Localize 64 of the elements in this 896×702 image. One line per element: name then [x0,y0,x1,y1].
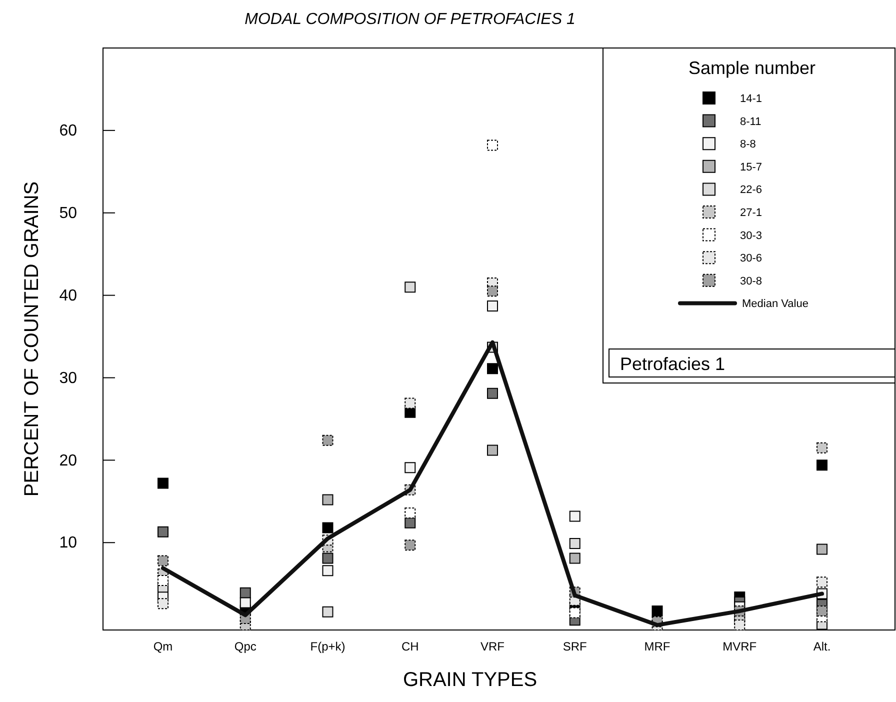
point [404,540,416,551]
annotation: Petrofacies 1 [620,354,726,374]
y-tick-label: 20 [59,452,78,470]
point [158,575,168,586]
y-tick-label: 50 [59,204,78,222]
point [322,565,334,576]
point [322,434,334,446]
legend-label: 22-6 [740,184,762,196]
legend-label: 30-6 [740,252,762,265]
x-tick-label: MVRF [722,640,757,654]
point [816,544,828,555]
point [569,510,580,522]
legend-label: 8-8 [740,138,756,151]
y-tick-label: 10 [59,534,78,552]
y-tick-label: 40 [59,287,78,304]
x-axis-title: GRAIN TYPES [402,669,538,691]
legend-label: 27-1 [740,207,762,219]
point [158,526,168,538]
point [158,555,168,566]
point [569,607,580,618]
point [816,460,828,471]
point [487,388,498,399]
x-tick-label: Qpc [234,640,256,654]
x-tick-label: F(p+k) [310,640,346,654]
point [487,300,498,312]
chart-title: MODAL COMPOSITION OF PETROFACIES 1 [244,11,576,28]
point [816,442,828,454]
legend-label: 30-3 [740,230,762,242]
legend-label: 30-8 [740,275,762,288]
point [404,517,416,528]
point [158,598,168,610]
x-tick-label: MRF [644,640,670,654]
point [816,576,828,588]
point [322,606,334,618]
point [240,597,251,608]
point [322,552,334,564]
point [404,282,416,293]
point [322,522,334,534]
x-tick-label: CH [401,640,419,654]
point [158,478,168,489]
legend-label: 8-11 [740,116,762,128]
y-tick-label: 60 [59,122,78,140]
point [569,552,580,564]
y-axis-title: PERCENT OF COUNTED GRAINS [21,181,43,497]
x-tick-label: Qm [153,640,173,654]
point [734,620,746,631]
point [322,494,334,506]
point [487,286,498,297]
point [240,587,251,598]
point [652,606,663,617]
point [404,398,416,409]
point [816,606,828,617]
point [487,363,498,374]
point [404,462,416,474]
point [569,538,580,549]
point [487,444,498,456]
x-tick-label: SRF [562,640,587,654]
legend-title: Sample number [688,58,816,78]
legend-label: Median Value [742,298,808,310]
x-tick-label: Alt. [813,640,831,654]
x-tick-label: VRF [480,640,504,654]
y-tick-label: 30 [59,370,78,387]
legend-label: 14-1 [740,93,762,105]
legend-label: 15-7 [740,161,762,174]
